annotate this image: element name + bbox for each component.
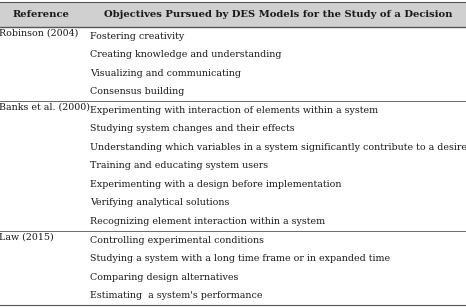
Text: Recognizing element interaction within a system: Recognizing element interaction within a…: [90, 217, 325, 226]
Text: Experimenting with interaction of elements within a system: Experimenting with interaction of elemen…: [90, 106, 378, 115]
Text: Training and educating system users: Training and educating system users: [90, 161, 268, 170]
Text: Studying system changes and their effects: Studying system changes and their effect…: [90, 124, 295, 133]
Text: Objectives Pursued by DES Models for the Study of a Decision: Objectives Pursued by DES Models for the…: [104, 10, 452, 19]
Text: Estimating  a system's performance: Estimating a system's performance: [90, 291, 263, 300]
Text: Robinson (2004): Robinson (2004): [0, 28, 78, 37]
Text: Consensus building: Consensus building: [90, 87, 185, 96]
Text: Creating knowledge and understanding: Creating knowledge and understanding: [90, 50, 282, 59]
Text: Understanding which variables in a system significantly contribute to a desired : Understanding which variables in a syste…: [90, 143, 466, 152]
Text: Controlling experimental conditions: Controlling experimental conditions: [90, 236, 264, 245]
Text: Experimenting with a design before implementation: Experimenting with a design before imple…: [90, 180, 342, 189]
Text: Reference: Reference: [13, 10, 70, 19]
Text: Studying a system with a long time frame or in expanded time: Studying a system with a long time frame…: [90, 254, 391, 263]
Text: Fostering creativity: Fostering creativity: [90, 31, 185, 41]
Bar: [0, 2, 466, 27]
Text: Verifying analytical solutions: Verifying analytical solutions: [90, 198, 230, 208]
Text: Law (2015): Law (2015): [0, 232, 53, 241]
Text: Visualizing and communicating: Visualizing and communicating: [90, 69, 241, 78]
Text: Banks et al. (2000): Banks et al. (2000): [0, 103, 89, 111]
Text: Comparing design alternatives: Comparing design alternatives: [90, 273, 239, 282]
